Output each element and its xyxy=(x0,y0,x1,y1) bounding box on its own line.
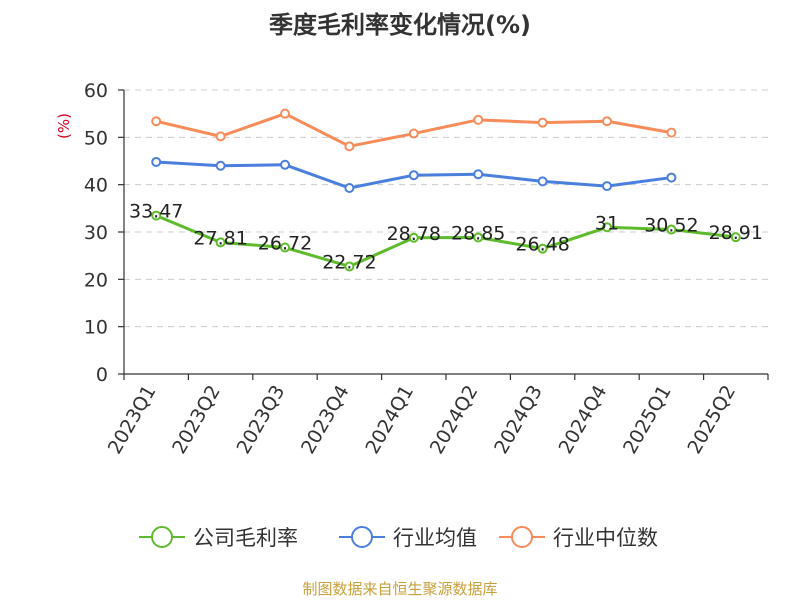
y-tick-label: 50 xyxy=(84,127,108,149)
data-label: 31 xyxy=(595,212,619,234)
legend-item[interactable]: 行业中位数 xyxy=(499,526,658,550)
label-layer: 33.47 27.81 26.72 22.72 28.78 28.85 26.48 31 30.… xyxy=(129,201,763,274)
x-tick-label: 2024Q2 xyxy=(426,382,483,458)
data-point xyxy=(280,242,290,253)
data-point xyxy=(730,232,741,243)
legend-marker xyxy=(351,526,373,548)
legend-label: 公司毛利率 xyxy=(193,526,298,550)
legend-item[interactable]: 公司毛利率 xyxy=(139,526,298,550)
data-point xyxy=(151,156,162,167)
data-point xyxy=(537,176,548,187)
grid-layer xyxy=(124,89,768,328)
y-tick-label: 10 xyxy=(84,317,108,339)
data-point xyxy=(537,117,548,128)
data-label: 27.81 xyxy=(193,227,247,249)
data-point xyxy=(151,116,162,127)
legend-label: 行业中位数 xyxy=(553,526,658,550)
series-layer xyxy=(151,108,741,272)
data-point xyxy=(151,210,162,221)
data-label: 26.48 xyxy=(515,234,569,256)
data-point xyxy=(537,243,548,254)
x-tick-label: 2023Q2 xyxy=(168,382,225,458)
data-point xyxy=(473,169,484,180)
y-axis-label: (%) xyxy=(55,113,73,139)
data-label: 28.85 xyxy=(451,222,505,244)
y-tick-label: 20 xyxy=(84,269,108,291)
legend: 公司毛利率 行业均值 行业中位数 xyxy=(139,526,658,550)
x-tick-label: 2023Q1 xyxy=(104,382,161,458)
data-point xyxy=(344,141,355,152)
source-note: 制图数据来自恒生聚源数据库 xyxy=(302,580,497,598)
data-point xyxy=(408,128,419,139)
y-tick-label: 60 xyxy=(84,80,108,102)
data-point xyxy=(666,172,677,183)
legend-item[interactable]: 行业均值 xyxy=(339,526,477,550)
data-label: 26.72 xyxy=(258,233,312,255)
data-label: 28.78 xyxy=(387,223,441,245)
data-point xyxy=(473,114,484,125)
data-point xyxy=(215,160,226,171)
legend-marker xyxy=(151,526,173,548)
x-tick-label: 2024Q1 xyxy=(361,382,418,458)
series-0 xyxy=(151,210,741,272)
x-tick-label: 2024Q4 xyxy=(555,382,612,458)
data-point xyxy=(602,116,612,127)
legend-marker xyxy=(511,526,533,548)
data-point xyxy=(473,232,484,243)
data-label: 30.52 xyxy=(644,215,698,237)
series-2 xyxy=(151,108,677,152)
data-point xyxy=(408,232,419,243)
x-tick-label: 2025Q2 xyxy=(683,382,740,458)
data-point xyxy=(215,131,226,142)
data-label: 33.47 xyxy=(129,201,183,223)
data-point xyxy=(215,237,226,248)
series-line xyxy=(154,214,738,268)
x-tick-label: 2023Q3 xyxy=(233,382,290,458)
data-point xyxy=(280,108,290,119)
x-tick-label: 2025Q1 xyxy=(619,382,676,458)
x-tick-label: 2023Q4 xyxy=(297,382,354,458)
y-tick-label: 30 xyxy=(84,222,108,244)
data-point xyxy=(666,127,677,138)
data-point xyxy=(602,222,612,233)
x-tick-label: 2024Q3 xyxy=(490,382,547,458)
chart-title: 季度毛利率变化情况(%) xyxy=(269,11,531,39)
series-1 xyxy=(151,156,677,193)
data-point xyxy=(344,261,355,272)
legend-label: 行业均值 xyxy=(393,526,477,550)
data-label: 28.91 xyxy=(709,222,763,244)
data-label: 22.72 xyxy=(322,251,376,273)
data-point xyxy=(344,182,355,193)
data-point xyxy=(408,170,419,181)
data-point xyxy=(666,224,677,235)
data-point xyxy=(280,159,290,170)
data-point xyxy=(602,181,612,192)
y-tick-label: 40 xyxy=(84,175,108,197)
y-tick-label: 0 xyxy=(96,364,108,386)
